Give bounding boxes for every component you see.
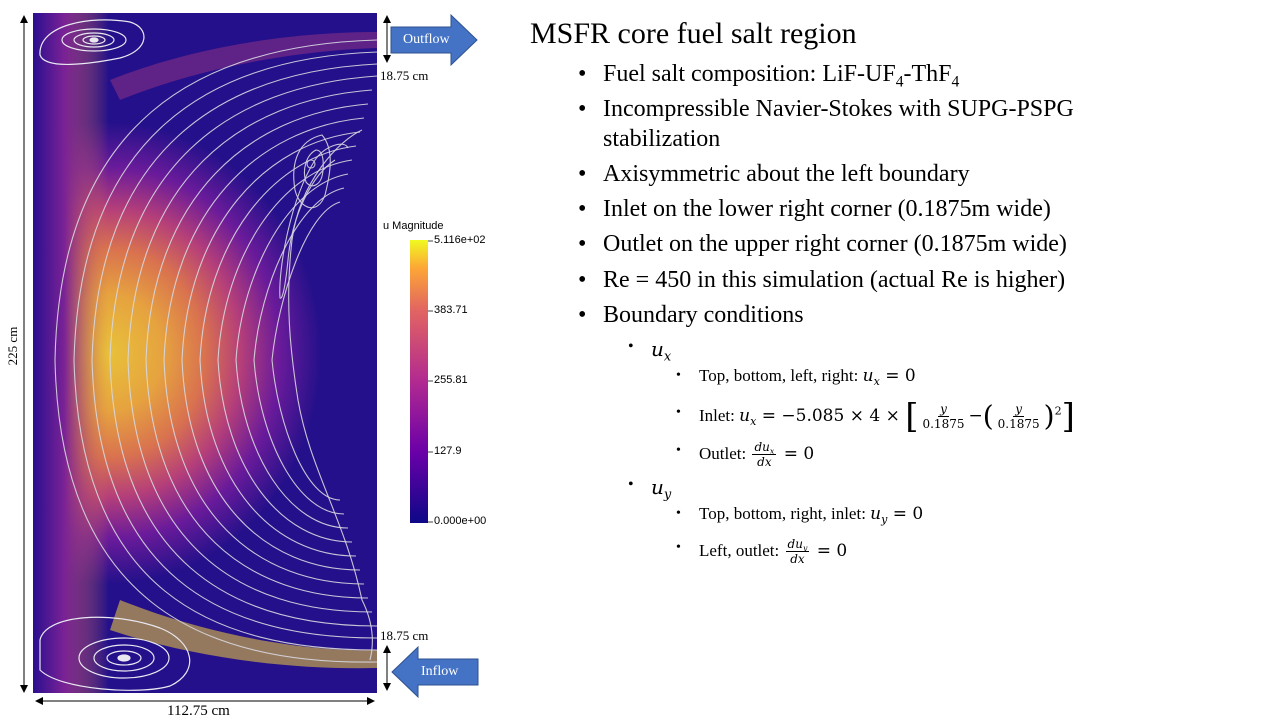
colorbar-tick-max: 5.116e+02 (434, 234, 486, 246)
outflow-width-label: 18.75 cm (380, 68, 429, 83)
bullet-dot: • (578, 267, 587, 293)
colorbar-title: u Magnitude (383, 220, 444, 232)
vortex-top-left (39, 19, 145, 65)
bullet-dot: • (628, 476, 634, 493)
bullet-dot: • (676, 540, 681, 555)
uy-sub: y (881, 512, 888, 526)
ux-sub: x (750, 414, 757, 428)
open-paren: ( (982, 399, 994, 433)
outflow-arrow-shape (390, 13, 478, 67)
equals-zero: = 0 (816, 541, 848, 561)
derivative-fraction: duy dx (785, 537, 810, 566)
fraction-1: y 0.1875 (920, 402, 966, 431)
close-paren: ) (1043, 399, 1055, 433)
velocity-magnitude-field (33, 13, 377, 693)
ux-sub: x (663, 349, 672, 365)
streamlines (54, 39, 377, 663)
colorbar-tick-3: 383.71 (434, 304, 468, 316)
bullet-dot: • (578, 96, 587, 122)
composition-subscript-2: 4 (951, 73, 960, 91)
ux-var: u (651, 337, 664, 361)
bullet-dot: • (676, 405, 681, 420)
uy-sub: y (802, 543, 808, 553)
uy-walls-label: Top, bottom, right, inlet: (699, 504, 866, 523)
ux-sub: x (873, 374, 880, 388)
bullet-dot: • (628, 338, 634, 355)
flow-field-figure (20, 13, 479, 705)
colorbar-tick-2: 255.81 (434, 374, 468, 386)
bullet-dot: • (578, 61, 587, 87)
inflow-width-label: 18.75 cm (380, 628, 429, 643)
ux-inlet-coefficient: = −5.085 × 4 × (761, 406, 900, 426)
equals-zero: = 0 (783, 444, 815, 464)
axisymmetric-text: Axisymmetric about the left boundary (603, 161, 970, 187)
width-label: 112.75 cm (167, 703, 230, 719)
ux-inlet-label: Inlet: (699, 406, 735, 425)
fraction-denominator: 0.1875 (997, 417, 1040, 431)
outlet-text: Outlet on the upper right corner (0.1875… (603, 231, 1067, 257)
inflow-label: Inflow (421, 664, 459, 679)
boundary-conditions-text: Boundary conditions (603, 302, 804, 328)
derivative-fraction: dux dx (752, 440, 777, 469)
bullet-dot: • (578, 161, 587, 187)
bullet-dot: • (676, 443, 681, 458)
uy-outlet-label: Left, outlet: (699, 541, 780, 560)
exponent: 2 (1054, 404, 1062, 418)
uy-var: u (651, 475, 664, 499)
composition-subscript-1: 4 (895, 73, 904, 91)
colorbar-gradient (410, 240, 428, 523)
colorbar-tick-min: 0.000e+00 (434, 515, 487, 527)
bullet-dot: • (676, 368, 681, 383)
reynolds-text: Re = 450 in this simulation (actual Re i… (603, 267, 1066, 293)
uy-sub: y (663, 487, 672, 503)
uy-var: u (870, 504, 882, 524)
recirculation-streamlines-right (279, 129, 373, 661)
open-bracket: [ (905, 396, 919, 437)
ux-var: u (739, 406, 751, 426)
derivative-numerator: du (787, 537, 803, 551)
slide-title: MSFR core fuel salt region (530, 17, 857, 50)
colorbar-ticks (428, 240, 433, 523)
ux-sub: x (769, 446, 775, 456)
derivative-denominator: dx (757, 455, 772, 469)
ux-outlet-label: Outlet: (699, 444, 747, 463)
fraction-numerator: y (1013, 402, 1025, 417)
ux-walls-label: Top, bottom, left, right: (699, 366, 859, 385)
derivative-numerator: du (754, 440, 770, 454)
derivative-denominator: dx (790, 552, 805, 566)
fraction-denominator: 0.1875 (922, 417, 965, 431)
height-label: 225 cm (5, 326, 20, 366)
composition-text: Fuel salt composition: LiF-UF (603, 61, 896, 87)
equals-zero: = 0 (885, 366, 916, 386)
inflow-arrow-shape (391, 645, 479, 699)
composition-text-mid: -ThF (903, 61, 952, 87)
outflow-label: Outflow (403, 32, 450, 47)
vortex-bottom-left (39, 616, 191, 691)
bullet-dot: • (676, 506, 681, 521)
minus-sign: − (968, 406, 983, 426)
ux-var: u (862, 366, 874, 386)
colorbar-tick-1: 127.9 (434, 445, 462, 457)
inlet-text: Inlet on the lower right corner (0.1875m… (603, 196, 1051, 222)
bullet-dot: • (578, 302, 587, 328)
equals-zero: = 0 (892, 504, 924, 524)
fraction-numerator: y (938, 402, 949, 417)
bullet-dot: • (578, 231, 587, 257)
close-bracket: ] (1061, 396, 1075, 437)
navier-stokes-text: Incompressible Navier-Stokes with SUPG-P… (603, 96, 1074, 152)
fraction-2: y 0.1875 (996, 402, 1042, 431)
bullet-dot: • (578, 196, 587, 222)
